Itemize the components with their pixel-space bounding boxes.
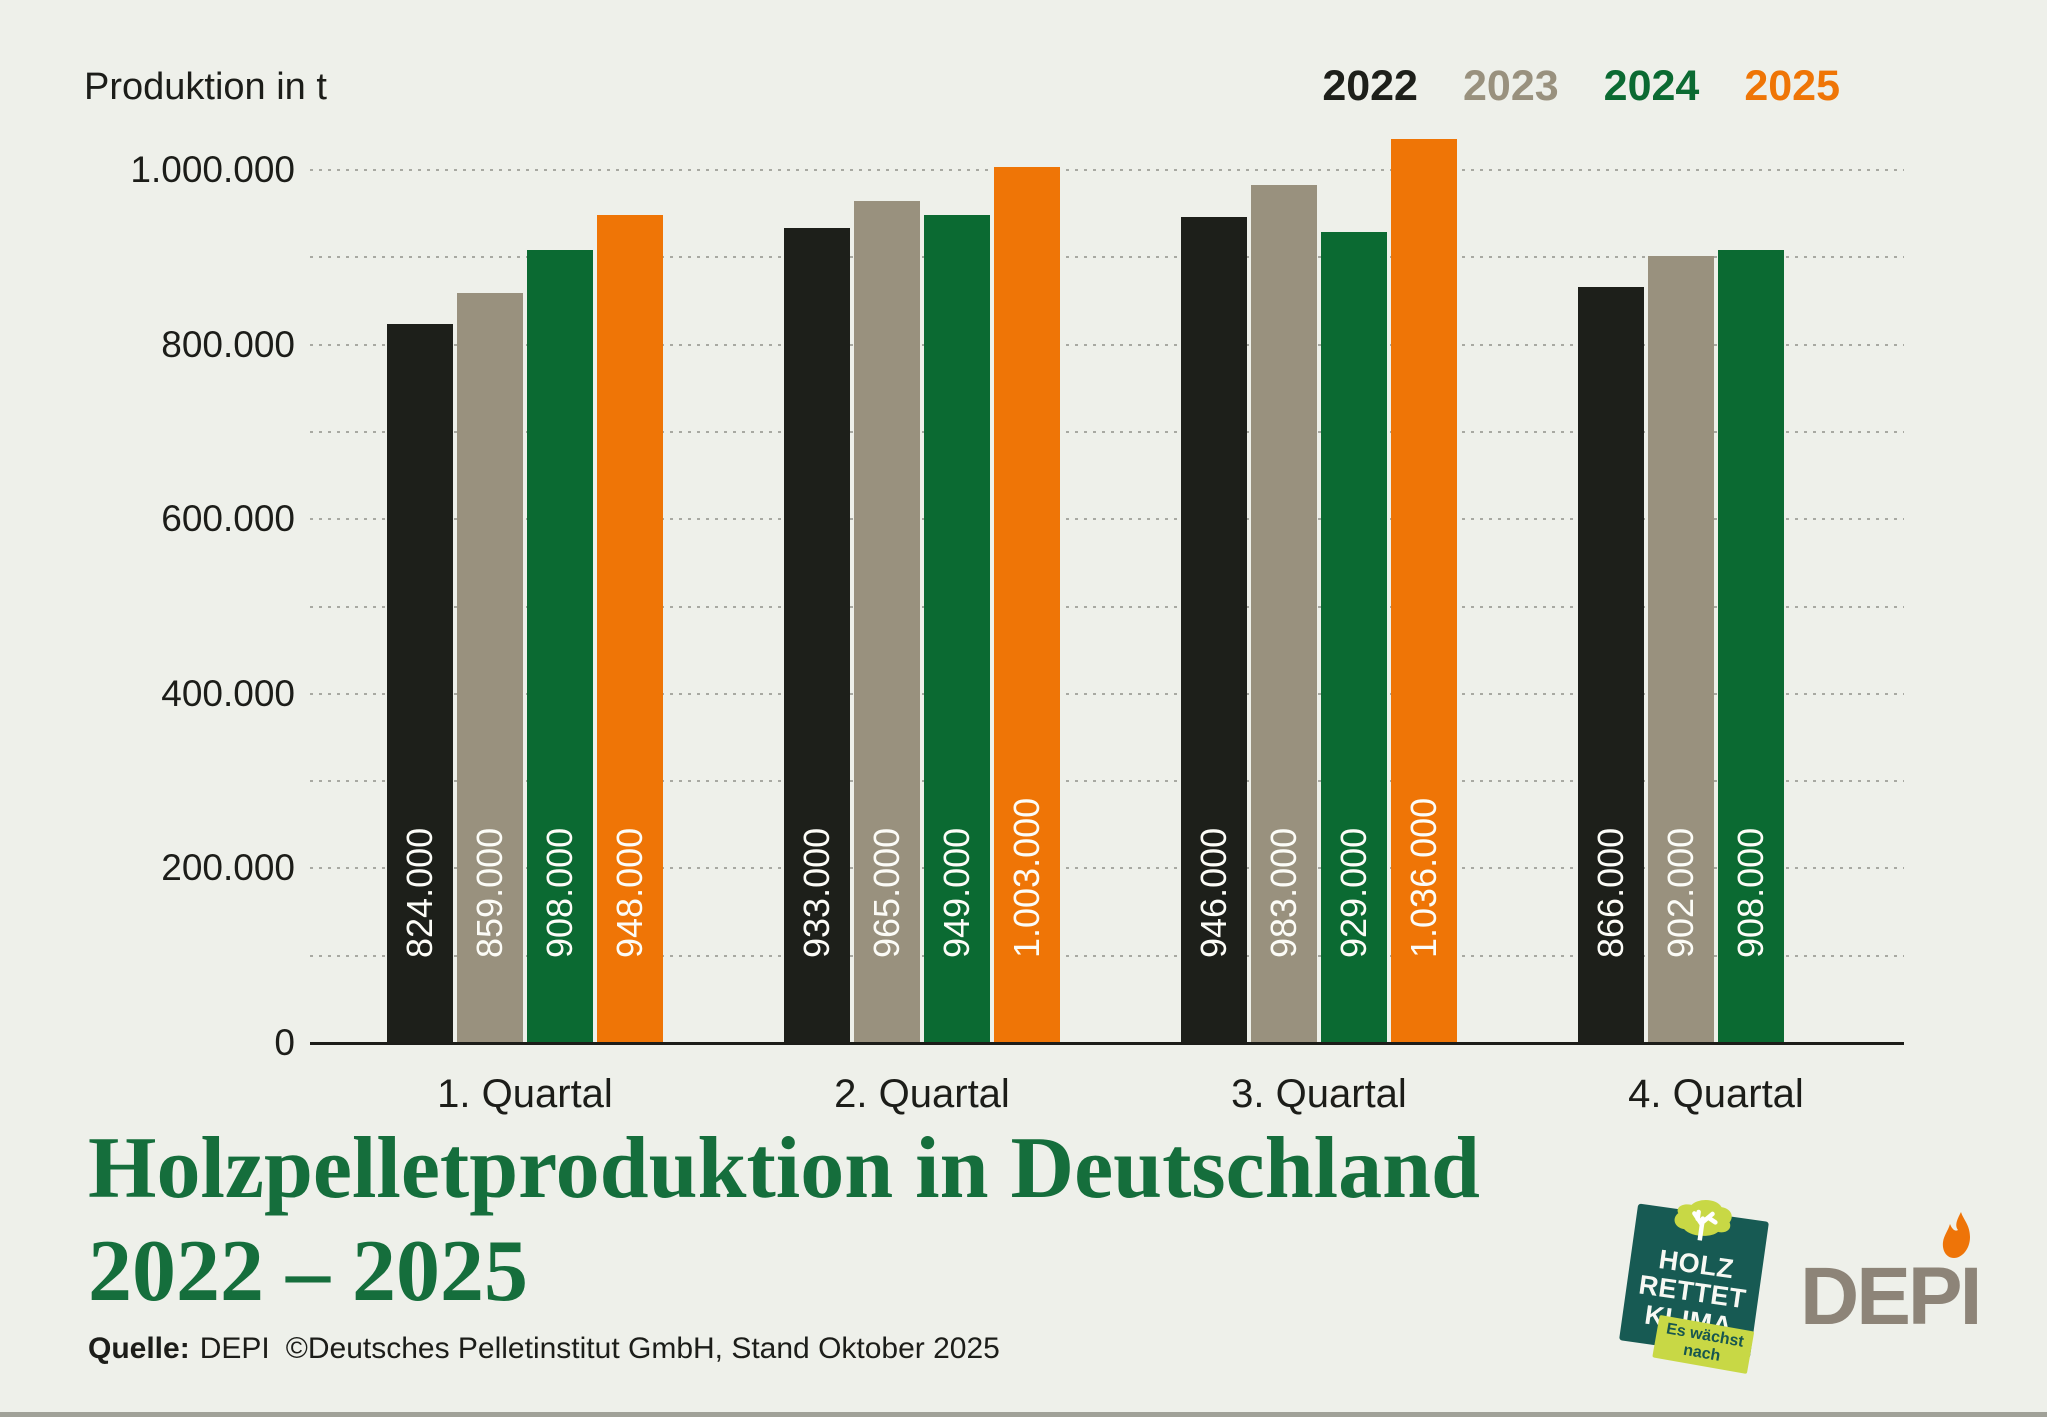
gridline-1000000 — [310, 169, 1904, 171]
source-prefix: Quelle: — [88, 1332, 190, 1365]
y-axis-title: Produktion in t — [84, 66, 327, 108]
source-rest: ©Deutsches Pelletinstitut GmbH, Stand Ok… — [285, 1332, 1000, 1365]
flame-icon — [1942, 1212, 1970, 1258]
bar-2023-q4: 902.000 — [1648, 256, 1714, 1043]
x-axis-line — [310, 1042, 1904, 1045]
chart-title-line2: 2022 – 2025 — [88, 1222, 528, 1320]
legend-item-2025: 2025 — [1744, 62, 1840, 110]
gridline-800000 — [310, 343, 1904, 346]
x-axis-label-q4: 4. Quartal — [1628, 1072, 1804, 1116]
x-axis-label-q1: 1. Quartal — [437, 1072, 613, 1116]
legend-item-2023: 2023 — [1462, 62, 1559, 110]
bar-2024-q2: 949.000 — [924, 215, 990, 1043]
bar-value-label: 929.000 — [1333, 827, 1374, 958]
bar-value-label: 866.000 — [1590, 827, 1631, 958]
bar-2022-q2: 933.000 — [784, 228, 850, 1043]
gridline-600000 — [310, 518, 1904, 521]
bar-2024-q1: 908.000 — [527, 250, 593, 1043]
bar-value-label: 965.000 — [866, 827, 907, 958]
chart-legend: 2022 2023 2024 2025 — [1322, 62, 1840, 111]
bar-2023-q1: 859.000 — [457, 293, 523, 1043]
y-tick-label-0: 0 — [274, 1022, 295, 1063]
y-tick-label-400000: 400.000 — [161, 672, 295, 714]
bar-2024-q3: 929.000 — [1321, 232, 1387, 1043]
bar-value-label: 948.000 — [609, 827, 650, 958]
legend-item-2022: 2022 — [1322, 62, 1418, 110]
bar-2023-q2: 965.000 — [854, 201, 920, 1043]
bar-2025-q3: 1.036.000 — [1391, 139, 1457, 1043]
bar-value-label: 946.000 — [1193, 827, 1234, 958]
y-tick-label-1000000: 1.000.000 — [130, 149, 295, 190]
chart-title-line1: Holzpelletproduktion in Deutschland — [88, 1120, 1480, 1217]
x-axis-label-q2: 2. Quartal — [834, 1072, 1010, 1116]
depi-logo-text: DEPI — [1800, 1251, 1982, 1342]
x-axis-label-q3: 3. Quartal — [1231, 1072, 1407, 1116]
bar-value-label: 908.000 — [539, 827, 580, 958]
bottom-edge-strip — [0, 1412, 2047, 1417]
bar-2022-q4: 866.000 — [1578, 287, 1644, 1043]
bar-2025-q1: 948.000 — [597, 215, 663, 1043]
bar-2022-q1: 824.000 — [387, 324, 453, 1043]
bar-value-label: 983.000 — [1263, 827, 1304, 958]
bar-value-label: 1.003.000 — [1006, 797, 1047, 958]
depi-logo: DEPI — [1800, 1212, 1990, 1376]
holz-rettet-klima-badge: HOLZ RETTET KLIMA Es wächst nach — [1619, 1200, 1769, 1374]
bar-value-label: 824.000 — [399, 827, 440, 958]
bar-2022-q3: 946.000 — [1181, 217, 1247, 1043]
bar-value-label: 933.000 — [796, 827, 837, 958]
bar-value-label: 1.036.000 — [1403, 797, 1444, 958]
gridline-700000 — [310, 430, 1904, 433]
bar-value-label: 908.000 — [1730, 827, 1771, 958]
tree-icon — [1674, 1200, 1732, 1243]
bar-value-label: 859.000 — [469, 827, 510, 958]
source-line: Quelle: DEPI ©Deutsches Pelletinstitut Gmb… — [88, 1332, 1000, 1366]
legend-item-2024: 2024 — [1603, 62, 1700, 110]
gridline-200000 — [310, 867, 1904, 870]
gridline-400000 — [310, 692, 1904, 695]
gridline-500000 — [310, 605, 1904, 608]
y-tick-label-200000: 200.000 — [161, 847, 295, 889]
bar-value-label: 902.000 — [1660, 827, 1701, 958]
source-name: DEPI — [199, 1332, 270, 1365]
y-tick-label-800000: 800.000 — [161, 323, 295, 365]
bar-2025-q2: 1.003.000 — [994, 167, 1060, 1043]
chart-title: Holzpelletproduktion in Deutschland 2022… — [88, 1118, 1480, 1324]
gridline-100000 — [310, 954, 1904, 957]
bar-value-label: 949.000 — [936, 827, 977, 958]
bar-2024-q4: 908.000 — [1718, 250, 1784, 1043]
gridline-900000 — [310, 256, 1904, 259]
bar-2023-q3: 983.000 — [1251, 185, 1317, 1043]
y-tick-label-600000: 600.000 — [161, 498, 295, 540]
gridline-300000 — [310, 780, 1904, 783]
